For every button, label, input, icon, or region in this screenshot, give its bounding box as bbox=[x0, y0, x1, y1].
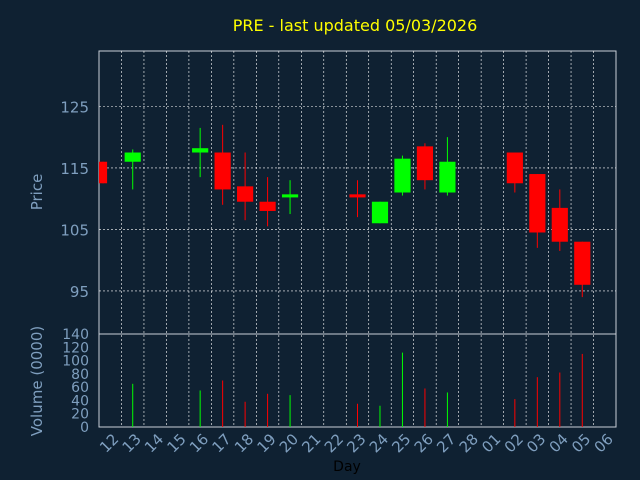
candle-body bbox=[124, 152, 141, 162]
price-axis-label: Price bbox=[28, 174, 46, 211]
volume-tick-label: 140 bbox=[62, 327, 89, 343]
volume-tick-label: 120 bbox=[62, 340, 89, 356]
candle-body bbox=[551, 207, 568, 242]
price-tick-label: 125 bbox=[60, 98, 89, 116]
volume-tick-label: 60 bbox=[71, 380, 89, 396]
chart-title: PRE - last updated 05/03/2026 bbox=[233, 16, 478, 35]
candle-body bbox=[259, 201, 276, 211]
price-tick-label: 95 bbox=[70, 283, 89, 301]
x-axis-label: Day bbox=[333, 459, 361, 475]
volume-tick-label: 20 bbox=[71, 407, 89, 423]
volume-tick-label: 40 bbox=[71, 393, 89, 409]
candle-body bbox=[416, 146, 434, 181]
volume-tick-label: 80 bbox=[71, 367, 89, 383]
volume-tick-label: 100 bbox=[62, 354, 89, 370]
candle-body bbox=[214, 152, 231, 190]
price-y-ticks: 95 105 115 125 bbox=[60, 98, 89, 301]
candle-body bbox=[394, 158, 411, 193]
candle-body bbox=[192, 148, 209, 153]
candle-body bbox=[574, 241, 591, 285]
candle-body bbox=[529, 174, 546, 233]
price-tick-label: 105 bbox=[60, 221, 89, 239]
candle-body bbox=[506, 152, 523, 184]
candle-body bbox=[371, 201, 389, 224]
grid-lines bbox=[99, 51, 616, 427]
volume-tick-label: 0 bbox=[80, 420, 89, 436]
candle-body bbox=[439, 161, 456, 193]
candle-body bbox=[237, 186, 254, 202]
x-tick-label: 06 bbox=[591, 430, 617, 456]
candle-body bbox=[99, 161, 108, 184]
volume-axis-label: Volume (0000) bbox=[28, 326, 46, 436]
volume-bars bbox=[132, 352, 583, 427]
candles bbox=[99, 124, 591, 298]
price-tick-label: 115 bbox=[60, 160, 89, 178]
candle-body bbox=[281, 194, 299, 198]
x-ticks: 1213141516171819202122232425262728010203… bbox=[96, 430, 617, 456]
candle-body bbox=[349, 194, 366, 198]
